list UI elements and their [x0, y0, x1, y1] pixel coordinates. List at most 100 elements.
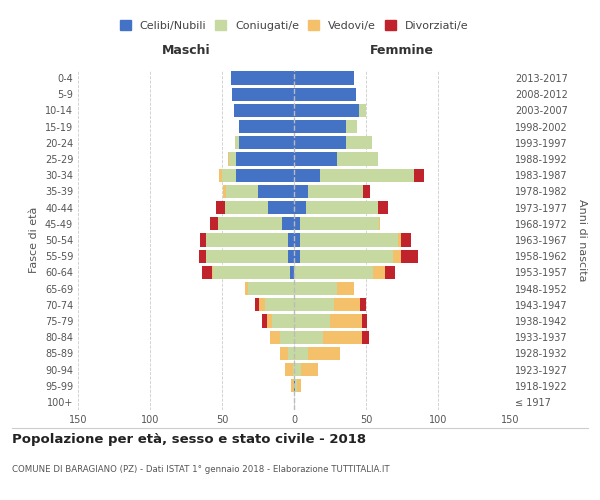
Bar [377, 201, 388, 214]
Bar [235, 136, 239, 149]
Bar [232, 88, 294, 101]
Bar [233, 104, 294, 117]
Bar [346, 120, 358, 134]
Bar [300, 250, 394, 263]
Text: COMUNE DI BARAGIANO (PZ) - Dati ISTAT 1° gennaio 2018 - Elaborazione TUTTITALIA.: COMUNE DI BARAGIANO (PZ) - Dati ISTAT 1°… [12, 466, 389, 474]
Bar [294, 282, 337, 295]
Bar [308, 185, 363, 198]
Bar [239, 136, 294, 149]
Bar [202, 266, 212, 279]
Bar [216, 201, 225, 214]
Bar [334, 298, 360, 312]
Bar [300, 217, 379, 230]
Bar [230, 72, 294, 85]
Bar [255, 298, 259, 312]
Bar [199, 250, 206, 263]
Bar [301, 363, 319, 376]
Bar [379, 217, 380, 230]
Bar [294, 136, 346, 149]
Bar [280, 346, 288, 360]
Bar [295, 379, 297, 392]
Bar [236, 168, 294, 182]
Bar [269, 330, 280, 344]
Bar [294, 266, 373, 279]
Bar [286, 363, 293, 376]
Bar [373, 266, 385, 279]
Text: Popolazione per età, sesso e stato civile - 2018: Popolazione per età, sesso e stato civil… [12, 432, 366, 446]
Bar [363, 185, 370, 198]
Bar [226, 185, 258, 198]
Bar [294, 379, 295, 392]
Bar [268, 201, 294, 214]
Bar [294, 234, 300, 246]
Bar [294, 88, 356, 101]
Bar [297, 379, 301, 392]
Bar [239, 120, 294, 134]
Bar [385, 266, 395, 279]
Bar [362, 314, 367, 328]
Bar [225, 201, 268, 214]
Y-axis label: Anni di nascita: Anni di nascita [577, 198, 587, 281]
Bar [236, 152, 294, 166]
Bar [258, 185, 294, 198]
Bar [280, 330, 294, 344]
Bar [323, 330, 362, 344]
Bar [294, 250, 300, 263]
Bar [229, 152, 236, 166]
Bar [291, 379, 294, 392]
Bar [265, 298, 294, 312]
Bar [223, 185, 226, 198]
Bar [262, 314, 266, 328]
Bar [294, 363, 301, 376]
Bar [266, 314, 272, 328]
Bar [294, 168, 320, 182]
Bar [294, 185, 308, 198]
Bar [294, 314, 330, 328]
Bar [360, 298, 366, 312]
Bar [394, 250, 401, 263]
Bar [346, 136, 372, 149]
Bar [211, 217, 218, 230]
Bar [272, 314, 294, 328]
Bar [330, 314, 362, 328]
Bar [212, 266, 214, 279]
Bar [294, 330, 323, 344]
Bar [362, 330, 369, 344]
Bar [200, 234, 206, 246]
Bar [294, 217, 300, 230]
Y-axis label: Fasce di età: Fasce di età [29, 207, 39, 273]
Bar [259, 298, 265, 312]
Bar [294, 346, 308, 360]
Bar [294, 152, 337, 166]
Bar [219, 168, 222, 182]
Bar [288, 346, 294, 360]
Text: Maschi: Maschi [161, 44, 211, 57]
Bar [359, 104, 366, 117]
Bar [398, 234, 401, 246]
Bar [413, 168, 424, 182]
Bar [288, 234, 294, 246]
Bar [206, 234, 288, 246]
Bar [288, 250, 294, 263]
Bar [401, 250, 418, 263]
Bar [320, 168, 413, 182]
Bar [337, 282, 355, 295]
Bar [290, 266, 294, 279]
Bar [337, 152, 377, 166]
Bar [401, 234, 410, 246]
Bar [214, 266, 290, 279]
Bar [206, 250, 288, 263]
Bar [218, 217, 283, 230]
Bar [248, 282, 294, 295]
Bar [245, 282, 248, 295]
Bar [294, 72, 355, 85]
Legend: Celibi/Nubili, Coniugati/e, Vedovi/e, Divorziati/e: Celibi/Nubili, Coniugati/e, Vedovi/e, Di… [118, 18, 470, 33]
Text: Femmine: Femmine [370, 44, 434, 57]
Bar [294, 120, 346, 134]
Bar [294, 201, 305, 214]
Bar [308, 346, 340, 360]
Bar [222, 168, 236, 182]
Bar [300, 234, 398, 246]
Bar [305, 201, 377, 214]
Bar [294, 104, 359, 117]
